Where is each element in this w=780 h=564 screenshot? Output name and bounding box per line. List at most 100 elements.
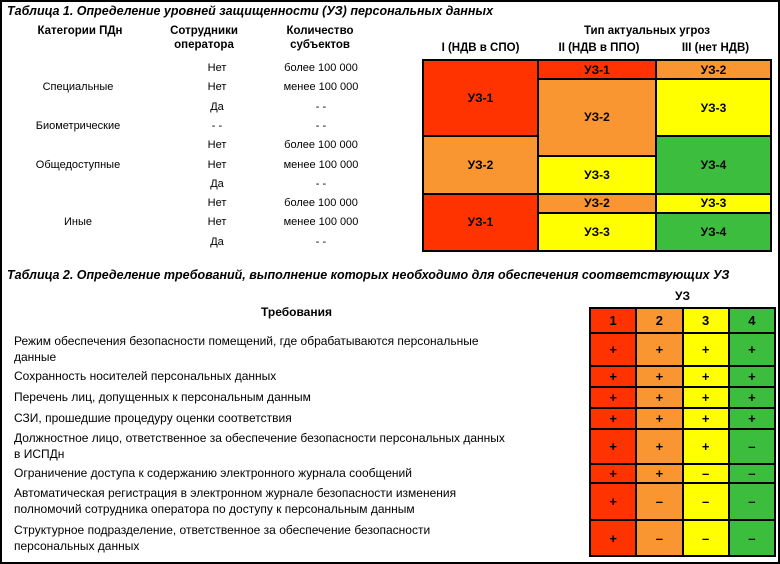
mark-cell: +: [683, 334, 728, 365]
mark-cell: –: [683, 465, 728, 482]
category-label-public: Общедоступные: [35, 159, 121, 171]
employees-cell: Нет: [207, 216, 227, 228]
uz-cell: УЗ-2: [657, 61, 770, 79]
requirement-text: данные: [14, 349, 57, 364]
uz-cell: УЗ-2: [424, 137, 537, 193]
table2-title: Таблица 2. Определение требований, выпол…: [7, 268, 730, 282]
table1-header-threat-types: Тип актуальных угроз: [583, 25, 711, 37]
mark-cell: +: [683, 409, 728, 428]
requirement-row: СЗИ, прошедшие процедуру оценки соответс…: [14, 407, 586, 428]
mark-cell: –: [683, 521, 728, 555]
requirement-text: персональных данных: [14, 539, 140, 553]
table1-header-threat-col1: I (НДВ в СПО): [441, 42, 520, 54]
mark-cell: +: [729, 388, 774, 407]
subjects-cell: - -: [315, 120, 327, 132]
table2-uz-header: УЗ: [675, 289, 690, 303]
uz-cell: УЗ-1: [424, 194, 537, 250]
mark-cell: +: [591, 367, 636, 386]
employees-cell: Да: [210, 101, 224, 113]
employees-cell: Нет: [207, 139, 227, 151]
category-label-biometric: Биометрические: [35, 120, 121, 132]
subjects-cell: - -: [315, 101, 327, 113]
uz-cell: УЗ-4: [657, 137, 770, 193]
mark-cell: +: [637, 465, 682, 482]
table1-header-employees: Сотрудники оператора: [154, 24, 254, 52]
mark-cell: –: [683, 484, 728, 519]
table1-header-threat-col2: II (НДВ в ППО): [558, 42, 640, 54]
mark-cell: +: [591, 430, 636, 463]
mark-cell: –: [637, 521, 682, 555]
table1-header-employees-line2: оператора: [174, 39, 234, 51]
uz-cell: УЗ-3: [539, 156, 655, 193]
uz-cell: УЗ-2: [539, 194, 655, 212]
subjects-cell: более 100 000: [284, 197, 358, 209]
requirement-text: Структурное подразделение, ответственное…: [14, 523, 431, 537]
table1-header-subjects: Количество субъектов: [270, 24, 370, 52]
level-header: 4: [729, 309, 774, 332]
table1-header-category: Категории ПДн: [37, 25, 123, 37]
requirement-text: полномочий сотрудника оператора по досту…: [14, 501, 415, 516]
mark-cell: +: [683, 367, 728, 386]
table1-header-subjects-line2: субъектов: [290, 39, 350, 51]
subjects-cell: более 100 000: [284, 62, 358, 74]
mark-cell: +: [637, 409, 682, 428]
employees-cell: Нет: [207, 62, 227, 74]
subjects-cell: менее 100 000: [283, 159, 359, 171]
requirement-row: Перечень лиц, допущенных к персональным …: [14, 386, 586, 407]
table1-row: Да - -: [2, 175, 422, 194]
mark-cell: –: [637, 484, 682, 519]
uz-cell: УЗ-3: [539, 213, 655, 250]
uz-cell: УЗ-4: [657, 213, 770, 250]
table1-row: Да - -: [2, 233, 422, 252]
subjects-cell: менее 100 000: [283, 216, 359, 228]
uz-cell: УЗ-3: [657, 80, 770, 136]
mark-cell: +: [637, 430, 682, 463]
requirement-row: Автоматическая регистрация в электронном…: [14, 482, 586, 519]
table2-marks-grid: 1 2 3 4 + + + + + + + + + + + + + + + + …: [589, 307, 776, 557]
requirement-row: Сохранность носителей персональных данны…: [14, 365, 586, 386]
table1-header-subjects-line1: Количество: [286, 25, 354, 37]
mark-cell: +: [637, 334, 682, 365]
table1-header-threat-col3: III (нет НДВ): [681, 42, 750, 54]
requirement-text: Автоматическая регистрация в электронном…: [14, 485, 457, 500]
requirement-row: Структурное подразделение, ответственное…: [14, 519, 586, 557]
level-header: 2: [637, 309, 682, 332]
mark-cell: +: [729, 367, 774, 386]
employees-cell: Да: [210, 236, 224, 248]
table1-uz-grid: УЗ-1 УЗ-2 УЗ-1 УЗ-1 УЗ-2 УЗ-3 УЗ-2 УЗ-3 …: [422, 59, 772, 252]
table1-row: Да - -: [2, 98, 422, 117]
requirement-text: СЗИ, прошедшие процедуру оценки соответс…: [14, 410, 292, 425]
mark-cell: +: [729, 409, 774, 428]
requirement-text: Сохранность носителей персональных данны…: [14, 368, 277, 383]
mark-cell: +: [591, 465, 636, 482]
requirement-text: Перечень лиц, допущенных к персональным …: [14, 389, 311, 404]
requirement-text: Ограничение доступа к содержанию электро…: [14, 465, 412, 480]
mark-cell: +: [683, 388, 728, 407]
mark-cell: +: [591, 484, 636, 519]
employees-cell: Да: [210, 178, 224, 190]
table1-row: Нет менее 100 000: [2, 78, 422, 97]
employees-cell: - -: [211, 120, 223, 132]
mark-cell: +: [591, 409, 636, 428]
uz-cell: УЗ-2: [539, 80, 655, 155]
level-header: 3: [683, 309, 728, 332]
mark-cell: –: [729, 430, 774, 463]
table1-title: Таблица 1. Определение уровней защищенно…: [7, 4, 494, 18]
mark-cell: +: [637, 388, 682, 407]
subjects-cell: - -: [315, 236, 327, 248]
table1-row: Нет более 100 000: [2, 194, 422, 213]
requirement-text: Должностное лицо, ответственное за обесп…: [14, 430, 505, 445]
category-label-special: Специальные: [42, 81, 114, 93]
mark-cell: +: [591, 521, 636, 555]
mark-cell: –: [729, 465, 774, 482]
table1-row: Нет более 100 000: [2, 136, 422, 155]
employees-cell: Нет: [207, 197, 227, 209]
table2-requirements-header: Требования: [261, 305, 332, 319]
mark-cell: –: [729, 521, 774, 555]
requirement-row: Режим обеспечения безопасности помещений…: [14, 332, 586, 365]
mark-cell: +: [683, 430, 728, 463]
requirement-text: Режим обеспечения безопасности помещений…: [14, 333, 479, 348]
subjects-cell: более 100 000: [284, 139, 358, 151]
uz-cell: УЗ-1: [539, 61, 655, 79]
